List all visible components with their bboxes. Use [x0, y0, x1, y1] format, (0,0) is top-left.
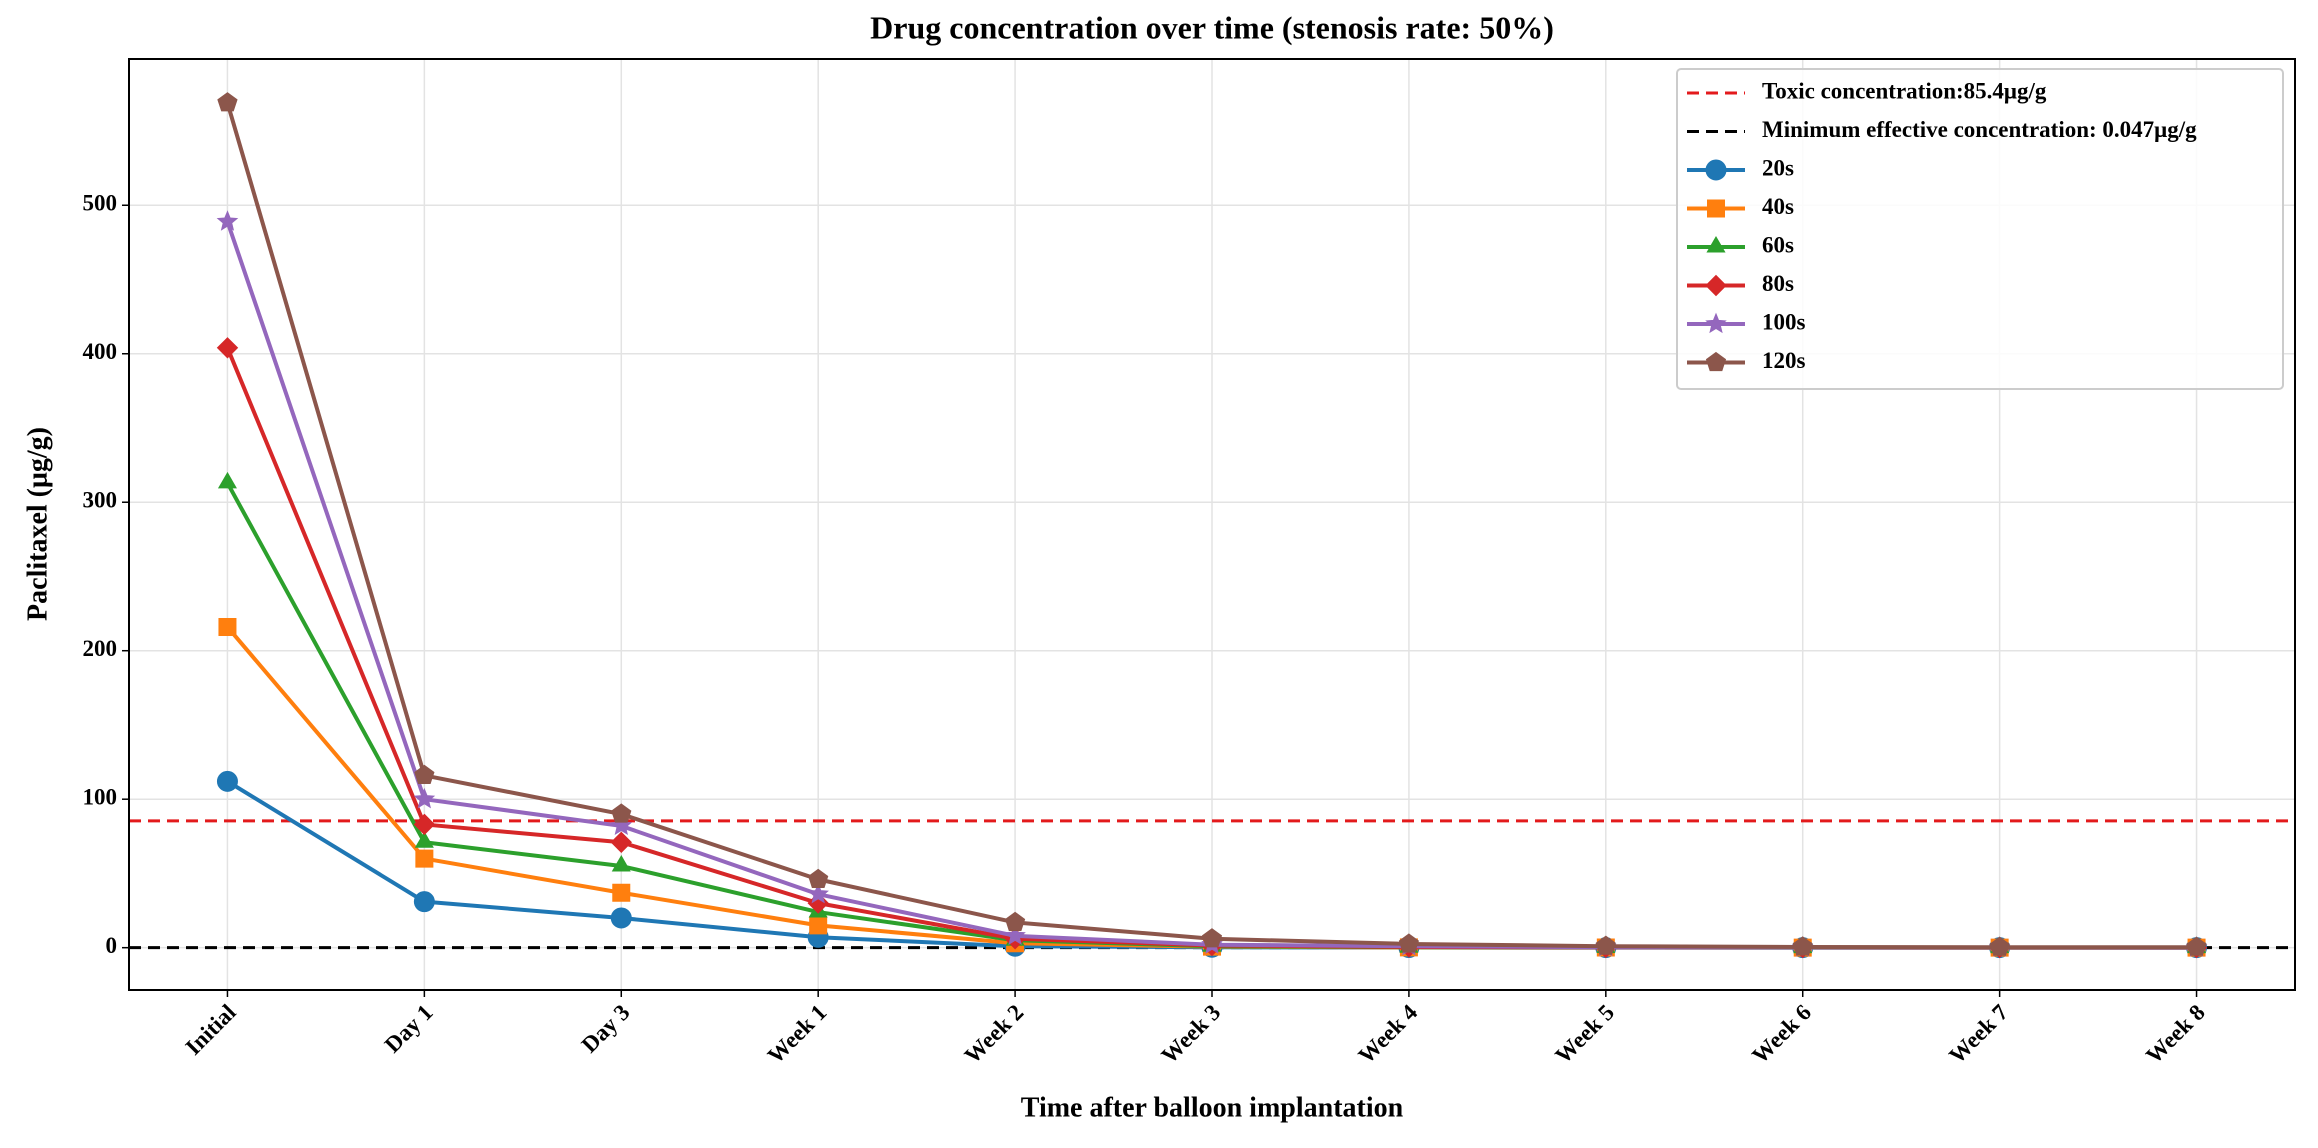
marker: [610, 831, 633, 854]
marker: [1595, 935, 1616, 955]
y-axis-label: Paclitaxel (μg/g): [22, 427, 53, 621]
x-tick-label: Week 2: [960, 1000, 1029, 1069]
x-tick-label: Week 5: [1550, 1000, 1619, 1069]
marker: [611, 854, 631, 872]
marker: [216, 337, 239, 359]
marker: [415, 849, 434, 868]
marker: [1792, 936, 1813, 956]
legend-label: Toxic concentration:85.4μg/g: [1762, 78, 2047, 103]
marker: [1201, 928, 1223, 948]
x-tick-label: Week 1: [763, 1000, 832, 1069]
x-tick-label: Initial: [181, 1000, 241, 1060]
legend-label: 60s: [1762, 232, 1794, 257]
marker: [217, 92, 238, 112]
marker: [414, 764, 435, 784]
marker: [1004, 924, 1026, 945]
marker: [1705, 351, 1727, 372]
marker: [1706, 236, 1726, 253]
x-tick-label: Week 7: [1944, 1000, 2013, 1069]
marker: [808, 868, 829, 888]
marker: [414, 831, 434, 848]
legend-label: 80s: [1762, 271, 1794, 296]
marker: [809, 916, 828, 935]
y-tick-label: 300: [83, 488, 118, 513]
marker: [216, 770, 238, 792]
y-tick-label: 400: [83, 339, 118, 364]
marker: [1989, 936, 2010, 956]
marker: [1707, 199, 1725, 218]
marker: [610, 814, 633, 836]
x-tick-label: Week 6: [1747, 1000, 1816, 1069]
legend-label: 20s: [1762, 155, 1794, 180]
marker: [1705, 159, 1727, 181]
x-axis-label: Time after balloon implantation: [1021, 1092, 1404, 1123]
y-tick-label: 500: [83, 191, 118, 216]
marker: [1398, 933, 1419, 953]
marker: [218, 617, 237, 636]
marker: [413, 891, 435, 913]
x-tick-label: Week 8: [2141, 1000, 2210, 1069]
legend-label: 100s: [1762, 309, 1806, 334]
x-tick-label: Week 4: [1353, 999, 1422, 1068]
x-tick-label: Week 3: [1157, 1000, 1226, 1069]
marker: [807, 882, 829, 904]
y-tick-label: 100: [83, 784, 118, 809]
marker: [1005, 911, 1026, 931]
marker: [216, 210, 239, 231]
x-tick-label: Day 1: [380, 1000, 438, 1058]
marker: [2186, 936, 2207, 956]
marker: [1705, 274, 1727, 297]
marker: [1705, 312, 1727, 334]
y-tick-label: 0: [106, 933, 118, 958]
y-tick-label: 200: [83, 636, 118, 661]
marker: [611, 803, 632, 823]
legend-label: 120s: [1762, 348, 1806, 373]
legend: Toxic concentration:85.4μg/g Minimum effe…: [1676, 68, 2284, 390]
marker: [413, 813, 436, 836]
legend-box: [1676, 68, 2284, 390]
marker: [413, 787, 436, 809]
plot-frame: [128, 58, 2296, 991]
chart-title: Drug concentration over time (stenosis r…: [870, 9, 1554, 45]
legend-label: 40s: [1762, 194, 1794, 219]
x-tick-label: Day 3: [577, 1000, 635, 1058]
marker: [610, 907, 632, 929]
legend-label: Minimum effective concentration: 0.047μg…: [1762, 117, 2197, 142]
marker: [612, 883, 631, 902]
marker: [217, 471, 237, 489]
